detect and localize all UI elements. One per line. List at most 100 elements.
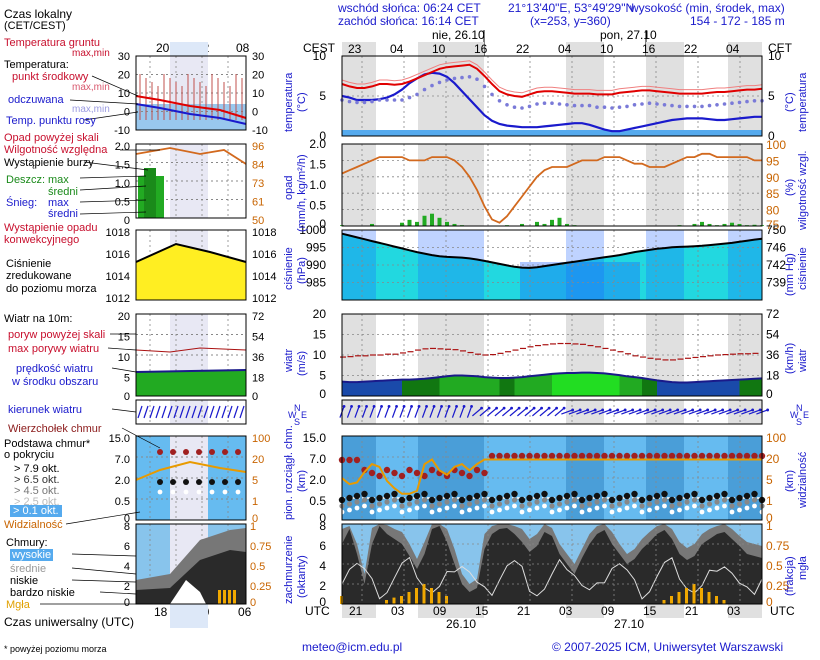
humidity-line [341,152,762,224]
small-cloud-base-point [183,479,189,485]
cloud-base-point-mid [751,497,758,503]
wind-dir-panel-night-band [418,400,484,424]
cloud-base-point [473,492,481,500]
wind-direction-arrow [436,406,443,418]
bottom-axis-night-band [342,604,376,618]
cloud-height-axis-label: pion. rozciągł. chm. [283,425,295,520]
small-temp-tick: 20 [118,70,130,82]
wind-direction-arrowhead [743,408,747,412]
wind-direction-arrow [399,406,405,418]
temp-tick-right: 5 [768,89,775,103]
sensible-temp-point [550,101,554,105]
cloud-base-point-mid [594,499,600,505]
precip-tick: 0.5 [309,199,326,213]
cloud-top-point [616,452,623,460]
sensible-temp-point [737,100,742,105]
local-time-tick: 04 [726,42,740,56]
cloud-base-point-low [729,509,735,515]
small-pressure-frame [135,229,247,301]
cloud-base-point-low [459,509,465,515]
cloud-base-point [586,494,593,502]
cloud-base-point-mid [444,499,450,505]
visibility-axis-unit: (km) [784,470,796,492]
small-visibility-tick: 1 [252,496,258,508]
wind-direction-arrowhead [736,408,740,412]
wind-direction-arrowhead [571,408,575,412]
wind-speed-area [409,379,417,396]
wind-axis-label-right: wiatr [797,348,809,372]
local-time-tick: 04 [390,42,404,56]
humidity-tick: 80 [766,204,780,218]
precip-bar [400,222,404,226]
elevation-values: 154 - 172 - 185 m [690,14,785,28]
wind-direction-arrow [466,406,473,418]
wind-direction-arrow [421,406,428,418]
sensible-temp-point [527,104,532,109]
temp-tick-right: 10 [768,49,782,63]
precip-tick: 2.0 [309,137,326,151]
cloud-base-point-mid [369,503,375,509]
cloud-base-point [353,492,361,500]
cloud-base-point-mid [496,501,503,507]
small-cloud-top-point [222,449,228,455]
small-precip-frame [135,143,247,219]
utc-time-tick: 15 [475,604,489,618]
wind-direction-arrowhead [586,408,590,412]
sensible-temp-point [640,102,644,106]
cloud-base-point [391,490,398,498]
legend-storm: Wystąpienie burzy [4,157,94,169]
compass-e-left: E [301,410,308,420]
cloud-base-point-mid [354,499,360,505]
cloud-base-point [451,490,458,498]
cloud-top-point [691,452,698,460]
wind-tick: 10 [313,348,327,362]
cloud-top-point [563,452,571,460]
cloud-base-point-low [609,509,615,515]
cloud-base-point-low [572,503,577,509]
precip-bar [370,223,374,226]
small-cloud-base-low [222,489,228,495]
cloud-top-point [593,452,601,460]
sensible-temp-point [520,106,524,110]
wind-direction-arrowhead [653,408,657,412]
small-cloud-frame [135,435,247,521]
wind-direction-arrow [354,406,360,418]
wind-direction-arrow [539,407,550,417]
cloud-base-point-low [534,505,540,511]
small-cloud-base-point [235,479,241,485]
cloud-base-point-low [624,505,630,511]
wind-direction-arrowhead [668,408,672,412]
cloud-base-point [541,490,548,498]
small-temp-tick-right: 0 [252,107,258,119]
sensible-temp-point [595,105,599,109]
cloud-top-point [698,452,706,460]
fog-bar [715,596,718,604]
cloud-base-point-mid [639,503,645,509]
sunset-text: zachód słońca: 16:14 CET [338,14,479,28]
wind-direction-arrow [718,409,731,415]
cloud-base-point-low [377,507,382,513]
contact-email-link[interactable]: meteo@icm.edu.pl [302,640,403,654]
fog-tick: 0.5 [766,559,783,573]
small-wind-kmh-tick: 54 [252,332,264,344]
wind-speed-area [634,377,642,396]
sensible-temp-point [505,103,509,107]
wind-direction-arrowhead [447,404,451,408]
cloud-base-point-low [722,503,727,509]
small-wind-frame [135,313,247,397]
small-cover-tick: 4 [124,561,130,573]
wind-tick: 0 [319,387,326,401]
wind-speed-area [454,375,462,396]
wind-direction-arrowhead [387,404,391,408]
sunrise-text: wschód słońca: 06:24 CET [338,1,481,15]
wind-direction-arrow [703,409,716,415]
wind-speed-area [612,374,620,396]
wind-direction-arrowhead [631,408,635,412]
temp-mid-line [341,63,763,98]
utc-time-tick: 03 [391,604,405,618]
wind-direction-arrow [376,406,383,418]
precip-bar [707,223,712,226]
small-wind-tick: 10 [118,352,130,364]
cloud-base-point-mid [421,497,428,503]
cloud-top-point [608,452,616,460]
